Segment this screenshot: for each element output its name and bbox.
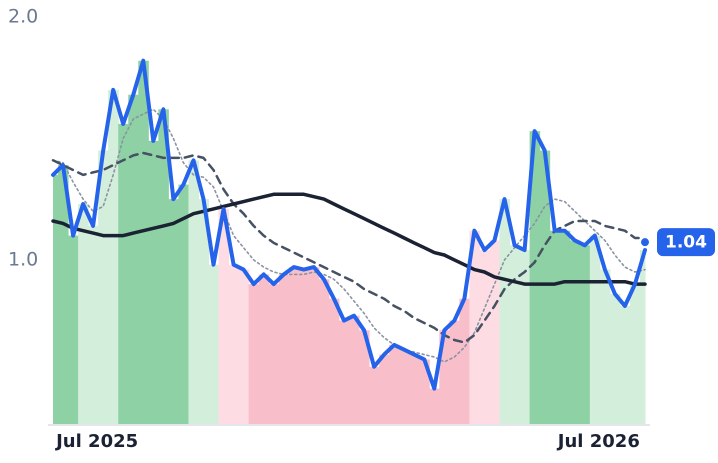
regime-bar <box>118 123 129 425</box>
regime-bar <box>138 60 149 425</box>
regime-bar <box>198 199 210 425</box>
regime-bar <box>318 279 330 425</box>
regime-bar <box>158 109 169 426</box>
regime-bar <box>178 184 189 425</box>
regime-bar <box>509 245 521 425</box>
regime-bar <box>449 320 460 425</box>
regime-bar <box>499 199 511 425</box>
regime-bar <box>409 354 420 425</box>
regime-bar <box>108 89 119 425</box>
regime-bar <box>248 284 260 425</box>
x-tick-label: Jul 2026 <box>556 431 640 452</box>
regime-bar <box>58 165 69 425</box>
regime-bar <box>98 150 109 426</box>
series-line <box>51 192 647 286</box>
regime-bar <box>439 330 450 425</box>
regime-bar <box>68 235 79 425</box>
regime-bar <box>328 298 340 425</box>
regime-bar <box>559 230 571 425</box>
regime-bar <box>88 225 99 425</box>
regime-bar <box>419 359 430 425</box>
regime-bar <box>579 245 591 425</box>
y-tick-label: 1.0 <box>8 248 38 270</box>
regime-bar <box>278 274 290 425</box>
regime-bar <box>228 264 240 425</box>
regime-bar <box>549 230 561 425</box>
regime-bar <box>489 240 501 425</box>
regime-bar <box>569 240 581 425</box>
regime-bar <box>78 204 89 425</box>
regime-bar <box>459 298 470 425</box>
regime-bar <box>218 208 230 425</box>
regime-bar <box>619 306 631 425</box>
regime-bar <box>399 349 410 425</box>
last-value-pill <box>657 228 715 257</box>
regime-bar <box>238 269 250 425</box>
regime-bar <box>529 131 541 425</box>
regime-bar <box>268 284 280 425</box>
regime-bar <box>338 320 350 425</box>
regime-bar <box>589 235 601 425</box>
regime-bar <box>298 269 310 425</box>
regime-bar <box>479 250 490 425</box>
regime-bar <box>469 230 480 425</box>
regime-bar <box>288 267 300 425</box>
x-tick-label: Jul 2025 <box>54 431 138 452</box>
y-tick-label: 2.0 <box>8 6 38 28</box>
regime-bar <box>519 250 531 425</box>
last-value-dot <box>639 236 651 249</box>
series-line <box>52 108 646 363</box>
regime-bar <box>389 344 400 425</box>
last-value-label: 1.04 <box>665 233 707 253</box>
regime-bar <box>639 250 646 425</box>
series-line <box>51 151 647 344</box>
regime-bar <box>369 366 380 425</box>
regime-bar <box>258 274 270 425</box>
regime-bar <box>188 160 199 426</box>
series-line <box>51 58 647 391</box>
regime-bar <box>429 388 440 425</box>
regime-bar <box>609 293 621 425</box>
regime-bar <box>168 199 179 425</box>
regime-bar <box>208 264 220 425</box>
regime-bar <box>308 267 320 425</box>
regime-bar <box>349 315 360 425</box>
regime-bar <box>629 284 641 425</box>
regime-bar <box>359 330 370 425</box>
regime-bar <box>128 94 139 425</box>
regime-bar <box>53 174 59 425</box>
regime-bar <box>379 354 390 425</box>
regime-bar <box>148 140 159 425</box>
regime-bar <box>539 150 551 426</box>
regime-bar <box>599 269 611 425</box>
